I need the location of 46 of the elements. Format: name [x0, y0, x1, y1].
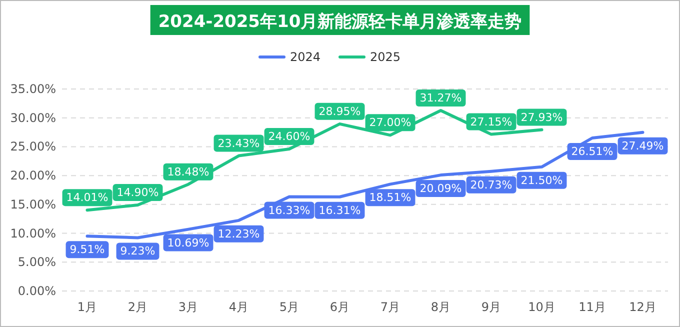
data-label: 14.90%: [116, 186, 159, 200]
data-label: 18.51%: [369, 191, 412, 204]
y-tick-label: 20.00%: [10, 168, 56, 183]
x-tick-label: 1月: [77, 300, 98, 314]
data-label: 18.48%: [167, 165, 210, 178]
data-label: 21.50%: [520, 174, 563, 187]
x-tick-label: 4月: [228, 300, 249, 314]
x-tick-label: 12月: [629, 300, 656, 314]
y-tick-label: 15.00%: [10, 197, 56, 212]
y-tick-label: 25.00%: [10, 140, 56, 154]
data-label: 27.00%: [369, 116, 412, 130]
data-label: 16.31%: [318, 204, 361, 217]
data-label: 26.51%: [571, 145, 614, 158]
x-tick-label: 6月: [330, 300, 350, 314]
data-label: 10.69%: [167, 236, 210, 250]
data-label: 16.33%: [268, 204, 310, 217]
data-label: 12.23%: [218, 227, 260, 240]
x-tick-label: 3月: [178, 300, 198, 314]
legend-label: 2025: [370, 50, 401, 64]
y-tick-label: 10.00%: [10, 226, 56, 240]
data-label: 27.93%: [520, 110, 563, 124]
data-label: 24.60%: [268, 130, 310, 144]
y-tick-label: 0.00%: [18, 284, 56, 298]
data-label: 9.23%: [120, 244, 156, 258]
data-label: 23.43%: [218, 136, 260, 150]
x-tick-label: 11月: [578, 300, 606, 314]
y-tick-label: 30.00%: [10, 110, 56, 125]
x-tick-label: 5月: [279, 300, 300, 314]
title: 2024-2025年10月新能源轻卡单月渗透率走势: [150, 5, 530, 35]
data-label: 27.15%: [470, 115, 512, 128]
x-tick-label: 7月: [380, 300, 400, 314]
y-tick-label: 5.00%: [18, 255, 56, 270]
data-label: 27.49%: [622, 139, 664, 152]
data-label: 9.51%: [70, 243, 105, 256]
x-tick-label: 10月: [528, 300, 556, 314]
y-tick-label: 35.00%: [10, 82, 56, 96]
x-tick-label: 9月: [481, 300, 502, 314]
data-label: 20.73%: [470, 178, 512, 192]
x-tick-label: 8月: [430, 300, 451, 314]
data-label: 20.09%: [420, 182, 462, 196]
data-label: 14.01%: [66, 191, 108, 204]
data-label: 31.27%: [420, 92, 462, 105]
chart-title: 2024-2025年10月新能源轻卡单月渗透率走势: [158, 12, 522, 32]
data-label: 28.95%: [318, 104, 361, 118]
legend-label: 2024: [290, 50, 321, 64]
x-tick-label: 2月: [128, 300, 148, 314]
